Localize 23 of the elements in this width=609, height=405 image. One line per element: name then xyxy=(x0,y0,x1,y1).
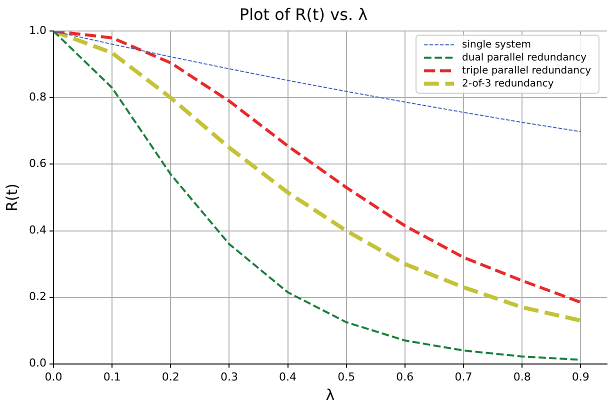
y-tick-label: 0.4 xyxy=(28,224,46,237)
x-tick-label: 0.3 xyxy=(220,370,238,384)
x-tick-label: 0.2 xyxy=(162,370,180,384)
legend-label: single system xyxy=(462,39,531,50)
x-tick-label: 0.9 xyxy=(572,370,590,384)
x-tick-label: 0.0 xyxy=(44,370,62,384)
x-tick-label: 0.8 xyxy=(513,370,531,384)
y-tick-label: 0.8 xyxy=(28,90,46,104)
y-axis-title: R(t) xyxy=(2,183,21,212)
x-tick-label: 0.4 xyxy=(279,370,297,384)
x-tick-label: 0.6 xyxy=(396,370,414,384)
chart-title: Plot of R(t) vs. λ xyxy=(239,4,368,24)
legend-label: 2-of-3 redundancy xyxy=(462,78,554,90)
x-tick-label: 0.7 xyxy=(454,370,472,384)
legend-label: dual parallel redundancy xyxy=(462,52,587,64)
y-tick-label: 0.0 xyxy=(28,356,46,370)
y-tick-label: 0.2 xyxy=(28,290,46,304)
legend-label: triple parallel redundancy xyxy=(462,65,592,76)
x-axis-title: λ xyxy=(326,386,335,404)
x-tick-label: 0.1 xyxy=(103,370,121,384)
x-tick-label: 0.5 xyxy=(338,370,356,384)
y-tick-label: 1.0 xyxy=(28,24,46,38)
y-tick-label: 0.6 xyxy=(28,157,46,170)
